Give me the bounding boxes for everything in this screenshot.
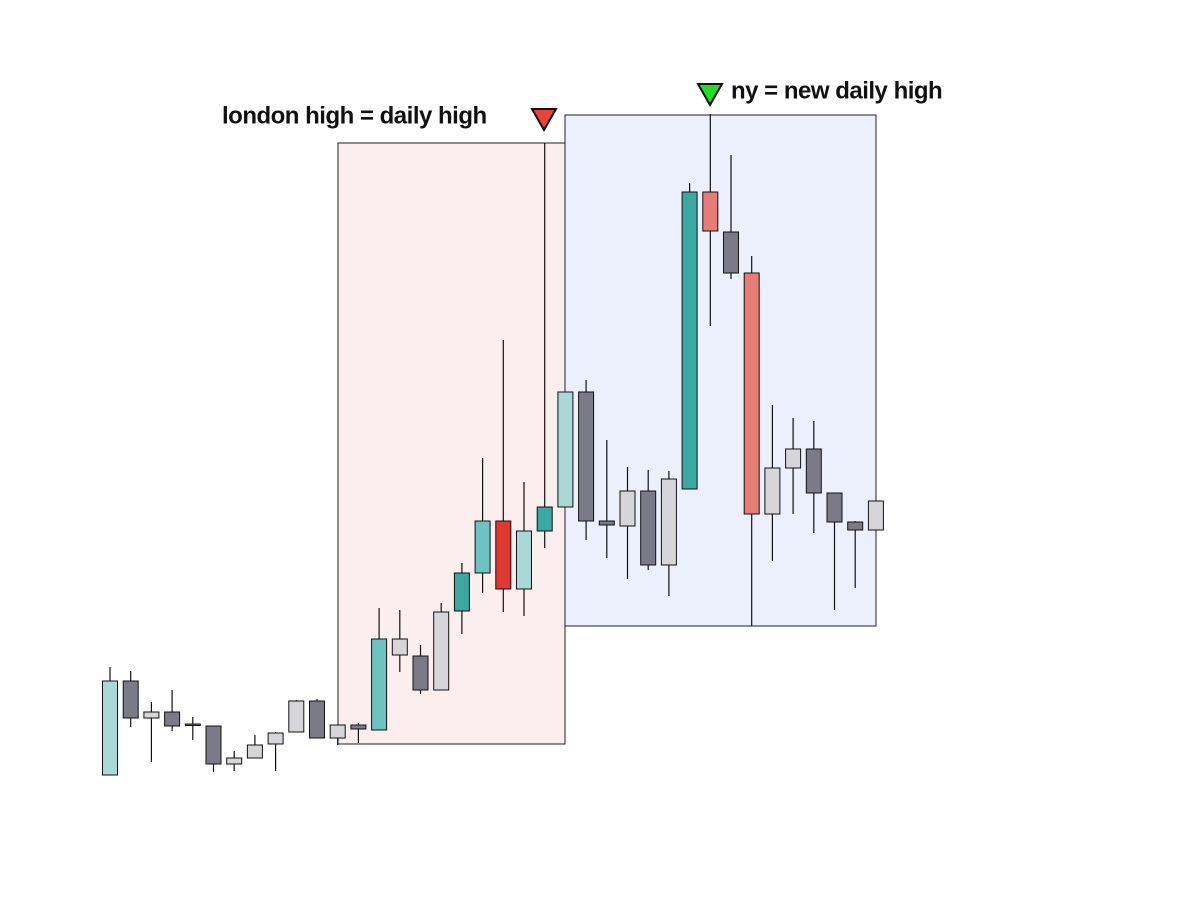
candle-body [702,191,719,232]
candle-body [743,272,760,515]
candle-body [598,520,615,526]
candle-body [309,700,325,739]
candle-body [619,490,636,527]
candle-body [329,724,346,739]
candle-body [847,521,864,531]
marker-triangle [530,108,558,133]
candle-body [226,757,243,765]
candle-body [433,611,450,691]
candle-body [495,520,512,590]
candle-body [453,572,470,612]
candle-body [371,638,388,731]
annotation: ny = new daily high [731,77,942,104]
candle-body [288,700,305,733]
candle-body [578,391,595,522]
ny-session [564,114,877,627]
annotation: london high = daily high [222,102,487,129]
candle-body [246,744,263,759]
candle-body [412,655,429,691]
candle-body [681,191,698,490]
candle-body [143,711,160,719]
candle-body [826,492,843,523]
candle-body [474,520,491,574]
candle-body [164,711,181,727]
candle-body [184,723,201,726]
candle-body [805,448,822,494]
marker-triangle [696,83,724,108]
candle-body [640,490,657,566]
candle-body [764,467,781,515]
candle-body [785,448,802,469]
candle-body [122,680,139,719]
candle-body [660,478,677,566]
candle-body [391,638,408,656]
candle-body [536,506,553,532]
candle-body [205,725,222,765]
candle-body [102,680,118,776]
candle-body [557,391,574,508]
candle-body [350,724,367,730]
candle-body [516,530,532,590]
candle-body [723,231,739,274]
candles [102,114,884,776]
candle-body [867,500,884,531]
candle-body [267,732,284,745]
